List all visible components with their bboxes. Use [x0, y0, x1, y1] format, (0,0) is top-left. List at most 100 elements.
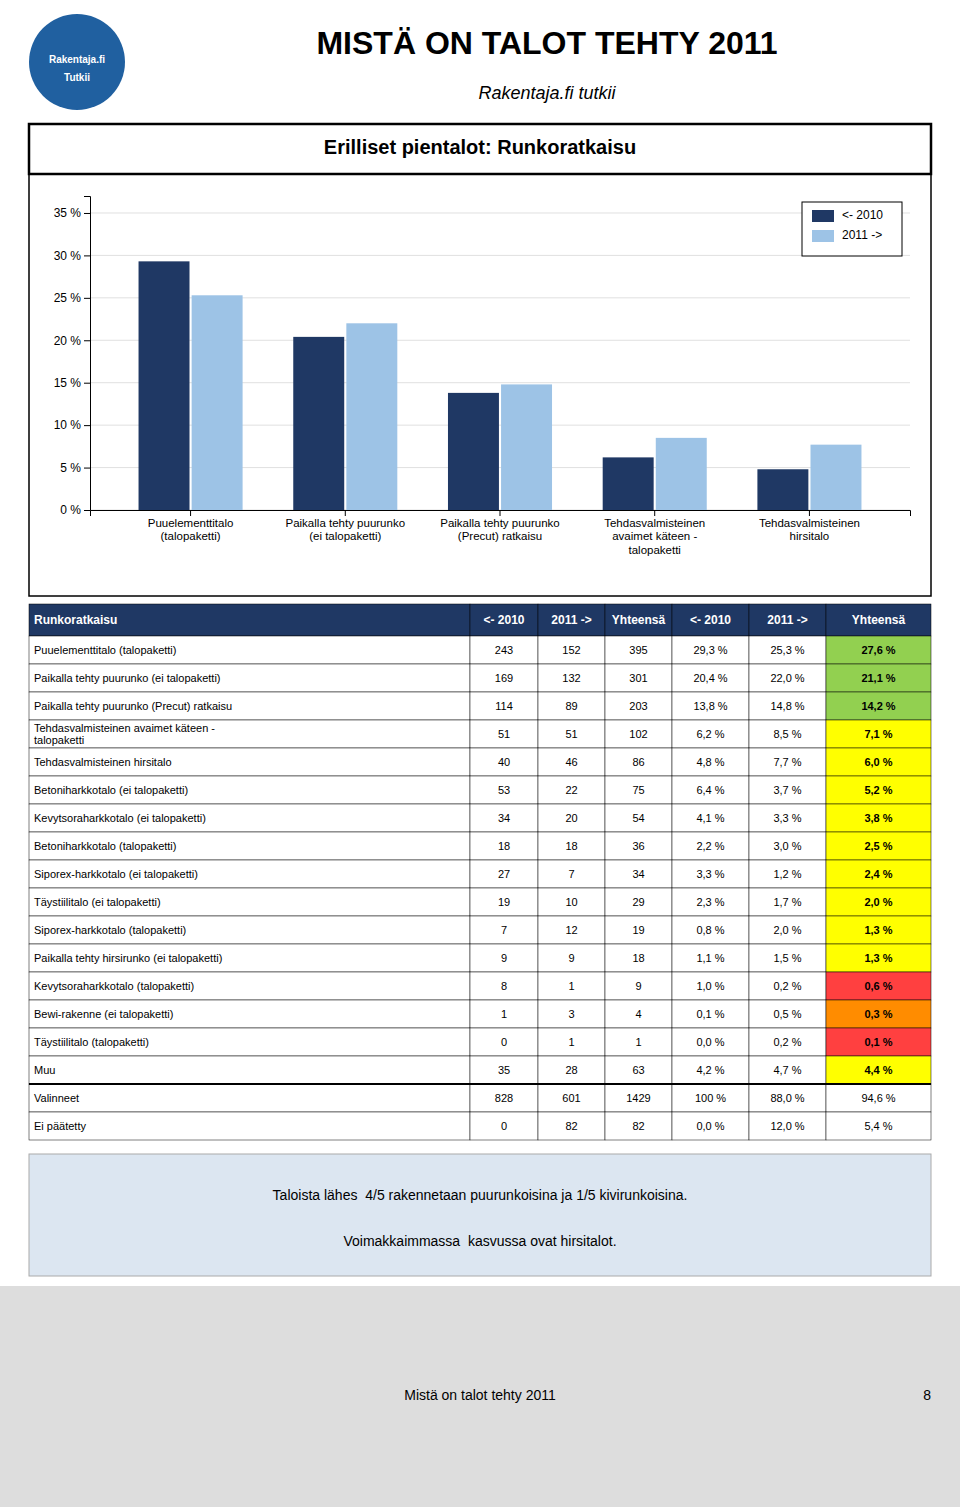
table-text: Paikalla tehty puurunko (ei talopaketti) [34, 672, 221, 684]
table-row: Bewi-rakenne (ei talopaketti)1340,1 %0,5… [29, 1000, 931, 1028]
background [0, 0, 960, 1507]
text-line: Paikalla tehty puurunko [440, 517, 560, 529]
table-text: Ei päätetty [34, 1120, 86, 1132]
table-text: 22 [565, 784, 577, 796]
table-text: 203 [629, 700, 647, 712]
table-cell [672, 832, 749, 860]
table-cell [538, 604, 605, 636]
text-line: 203 [629, 700, 647, 712]
text-line: 63 [632, 1064, 644, 1076]
text-line: 828 [495, 1092, 513, 1104]
table-text: 35 [498, 1064, 510, 1076]
text-line: Siporex-harkkotalo (talopaketti) [34, 924, 186, 936]
table-cell [749, 972, 826, 1000]
table-text: 169 [495, 672, 513, 684]
text-line: Paikalla tehty puurunko [286, 517, 406, 529]
chart-frame [29, 124, 931, 596]
table-cell [605, 860, 672, 888]
table-text: 29,3 % [693, 644, 727, 656]
table-cell [470, 1028, 538, 1056]
tick-mark [345, 510, 346, 516]
table-cell [538, 832, 605, 860]
text-line: 8,5 % [773, 728, 801, 740]
text-line: avaimet käteen - [612, 530, 697, 542]
tick-mark [809, 510, 810, 516]
table-text: 27,6 % [861, 644, 895, 656]
footer-bar [0, 1286, 960, 1507]
grid [90, 213, 910, 510]
table-cell [470, 776, 538, 804]
text-line: 114 [495, 700, 513, 712]
note: Taloista lähes 4/5 rakennetaan puurunkoi… [273, 1187, 688, 1203]
bar [192, 295, 243, 510]
table-text: 6,2 % [696, 728, 724, 740]
text-line: 1,3 % [864, 924, 892, 936]
text-line: 18 [565, 840, 577, 852]
table-cell [538, 664, 605, 692]
text-line: Bewi-rakenne (ei talopaketti) [34, 1008, 173, 1020]
text-line: 0 [501, 1120, 507, 1132]
tick: 15 % [54, 376, 90, 390]
table-cell [29, 916, 470, 944]
text-line: 6,4 % [696, 784, 724, 796]
table-text: 2,0 % [864, 896, 892, 908]
table-cell [826, 916, 931, 944]
table-cell [672, 888, 749, 916]
text-line: 9 [635, 980, 641, 992]
table-cell [672, 1084, 749, 1112]
tick: Tehdasvalmisteinenhirsitalo [759, 510, 860, 542]
text-line: 1,0 % [696, 980, 724, 992]
table-cell [538, 636, 605, 664]
table-cell [672, 804, 749, 832]
text-line: 14,8 % [770, 700, 804, 712]
table-text: 2,4 % [864, 868, 892, 880]
table-cell [605, 972, 672, 1000]
table-cell [672, 1056, 749, 1084]
table: Runkoratkaisu<- 20102011 ->Yhteensä<- 20… [29, 604, 931, 1140]
text-line: 0,0 % [696, 1036, 724, 1048]
table-text: 34 [498, 812, 510, 824]
tick: Paikalla tehty puurunko(Precut) ratkaisu [440, 510, 560, 542]
table-text: 0 [501, 1120, 507, 1132]
text-line: 36 [632, 840, 644, 852]
table-text: 1 [568, 1036, 574, 1048]
table-cell [29, 1028, 470, 1056]
text-line: 152 [562, 644, 580, 656]
table-cell [826, 888, 931, 916]
table-text: 0,3 % [864, 1008, 892, 1020]
chart-title-box [29, 124, 931, 174]
text-line: 4,2 % [696, 1064, 724, 1076]
table-text: 1,3 % [864, 924, 892, 936]
text-line: 1,5 % [773, 952, 801, 964]
table-cell [29, 1056, 470, 1084]
table-cell [538, 748, 605, 776]
table-cell [538, 1000, 605, 1028]
table-text: 132 [562, 672, 580, 684]
tick-mark [654, 510, 655, 516]
bar-series [192, 295, 862, 510]
table-text: 18 [498, 840, 510, 852]
tick-label: 35 % [54, 206, 82, 220]
tick: 35 % [54, 206, 90, 220]
text-line: 2,5 % [864, 840, 892, 852]
table-cell [672, 1000, 749, 1028]
table-cell [29, 720, 470, 748]
table-text: Kevytsoraharkkotalo (talopaketti) [34, 980, 194, 992]
table-text: Paikalla tehty hirsirunko (ei talopakett… [34, 952, 222, 964]
table-text: 75 [632, 784, 644, 796]
table-cell [672, 1112, 749, 1140]
text-line: 21,1 % [861, 672, 895, 684]
text-line: 54 [632, 812, 644, 824]
text-line: 6,0 % [864, 756, 892, 768]
table-cell [470, 720, 538, 748]
table-text: 4,8 % [696, 756, 724, 768]
tick-label: 0 % [60, 503, 81, 517]
text-line: Täystiilitalo (ei talopaketti) [34, 896, 161, 908]
text-line: 4,7 % [773, 1064, 801, 1076]
table-text: 0,2 % [773, 1036, 801, 1048]
table-cell [826, 604, 931, 636]
table-row: Siporex-harkkotalo (ei talopaketti)27734… [29, 860, 931, 888]
text-line: 18 [632, 952, 644, 964]
table-cell [672, 664, 749, 692]
table-text: <- 2010 [690, 613, 731, 627]
